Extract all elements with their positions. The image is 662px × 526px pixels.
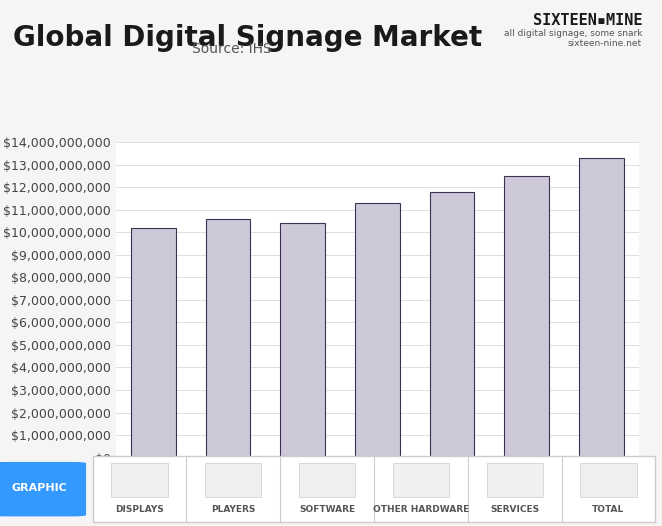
Bar (430, 191, 475, 458)
FancyBboxPatch shape (93, 456, 655, 522)
Bar (205, 219, 250, 458)
Text: PLAYERS: PLAYERS (211, 505, 256, 514)
Text: sixteen-nine.net: sixteen-nine.net (568, 39, 642, 48)
Text: GRAPHIC: GRAPHIC (12, 483, 68, 493)
FancyBboxPatch shape (111, 463, 167, 497)
Text: Global Digital Signage Market: Global Digital Signage Market (13, 24, 483, 52)
Bar (280, 223, 325, 458)
Text: Source: IHS: Source: IHS (192, 42, 271, 56)
FancyBboxPatch shape (487, 463, 543, 497)
Bar (131, 228, 175, 458)
FancyBboxPatch shape (393, 463, 449, 497)
Bar (504, 176, 549, 458)
Legend: Total: Total (344, 502, 411, 525)
Text: SOFTWARE: SOFTWARE (299, 505, 355, 514)
Text: DISPLAYS: DISPLAYS (115, 505, 164, 514)
FancyBboxPatch shape (205, 463, 261, 497)
Text: SIXTEEN▪MINE: SIXTEEN▪MINE (533, 13, 642, 28)
Text: OTHER HARDWARE: OTHER HARDWARE (373, 505, 469, 514)
FancyBboxPatch shape (581, 463, 637, 497)
FancyBboxPatch shape (299, 463, 355, 497)
FancyBboxPatch shape (0, 462, 86, 517)
Text: TOTAL: TOTAL (592, 505, 625, 514)
Bar (355, 203, 400, 458)
Text: all digital signage, some snark: all digital signage, some snark (504, 29, 642, 38)
Bar (579, 158, 624, 458)
Text: SERVICES: SERVICES (490, 505, 540, 514)
